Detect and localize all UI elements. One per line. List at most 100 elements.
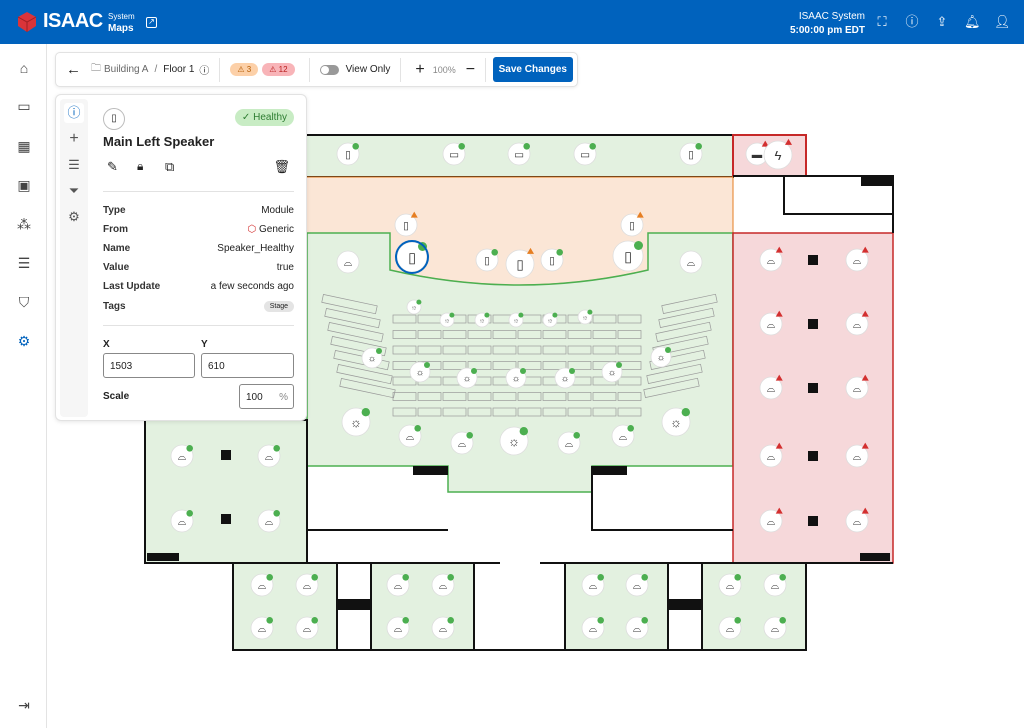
device-marker[interactable]: ⌓ (250, 573, 274, 597)
scale-input[interactable]: 100% (239, 384, 294, 409)
device-marker[interactable]: ⌓ (257, 509, 281, 533)
device-marker[interactable]: ⌓ (170, 444, 194, 468)
device-marker[interactable]: ☼ (361, 347, 383, 369)
device-marker[interactable]: ⌓ (295, 616, 319, 640)
device-marker[interactable]: ϟ (763, 138, 793, 170)
home-icon[interactable]: ⌂ (19, 60, 29, 76)
info-tab-icon[interactable]: ⓘ (64, 103, 84, 123)
device-marker[interactable]: ⌓ (611, 424, 635, 448)
device-marker[interactable]: ▭ (442, 142, 466, 166)
device-marker[interactable]: ⌓ (257, 444, 281, 468)
device-marker[interactable]: ⌓ (250, 616, 274, 640)
device-marker[interactable]: ☼ (601, 361, 623, 383)
device-marker[interactable]: ⌓ (759, 374, 783, 400)
delete-icon[interactable]: 🗑︎ (273, 159, 290, 174)
device-marker[interactable]: ☼ (577, 309, 593, 325)
device-marker[interactable]: ⌓ (845, 507, 869, 533)
device-marker[interactable]: ⌓ (581, 616, 605, 640)
device-marker[interactable]: ⌓ (759, 246, 783, 272)
device-marker[interactable]: ⌓ (763, 573, 787, 597)
view-only-toggle[interactable] (319, 64, 339, 75)
alarm-badge[interactable]: ⚠ 12 (262, 63, 295, 76)
tag-chip[interactable]: Stage (263, 301, 294, 312)
calendar-icon[interactable]: ▦ (17, 138, 31, 154)
device-marker[interactable]: ▯ (612, 240, 644, 272)
device-marker[interactable]: ☼ (474, 312, 490, 328)
device-marker[interactable]: ⌓ (581, 573, 605, 597)
device-marker[interactable]: ☼ (542, 312, 558, 328)
device-marker[interactable]: ⌓ (336, 250, 360, 274)
device-marker[interactable]: ▯ (394, 211, 418, 237)
collapse-icon[interactable]: ⇥ (18, 697, 30, 713)
open-external-icon[interactable]: ↗ (146, 17, 157, 28)
device-marker[interactable]: ⌓ (170, 509, 194, 533)
zoom-in-button[interactable]: + (415, 60, 425, 78)
device-marker[interactable]: ⌓ (759, 507, 783, 533)
device-marker[interactable]: ☼ (406, 299, 422, 315)
device-marker[interactable]: ⌓ (557, 431, 581, 455)
device-marker[interactable]: ▯ (679, 142, 703, 166)
device-marker[interactable]: ⌓ (845, 442, 869, 468)
device-marker[interactable]: ▭ (507, 142, 531, 166)
save-changes-button[interactable]: Save Changes (492, 57, 573, 82)
lock-icon[interactable]: 🔒︎ (137, 159, 144, 173)
zoom-out-button[interactable]: − (465, 60, 476, 78)
device-marker[interactable]: ☼ (508, 312, 524, 328)
back-arrow-icon[interactable]: ← (66, 61, 81, 78)
device-marker[interactable]: ▯ (505, 247, 535, 279)
device-marker[interactable]: ⌓ (295, 573, 319, 597)
device-marker[interactable]: ⌓ (431, 616, 455, 640)
zone-bottom-left-b[interactable] (370, 562, 475, 651)
user-icon[interactable]: 👤︎ (994, 14, 1011, 29)
device-marker[interactable]: ☼ (505, 367, 527, 389)
device-marker[interactable]: ▭ (573, 142, 597, 166)
open-external-icon[interactable]: ⧉ (165, 159, 175, 174)
info-icon[interactable]: ⓘ (199, 66, 210, 77)
images-icon[interactable]: ▣ (17, 177, 31, 193)
warning-badge[interactable]: ⚠ 3 (230, 63, 259, 76)
settings-icon[interactable]: ⚙ (17, 333, 31, 349)
device-marker[interactable]: ⌓ (845, 310, 869, 336)
device-marker[interactable]: ⌓ (759, 310, 783, 336)
upload-icon[interactable]: ⇪ (936, 14, 948, 29)
logo[interactable]: ISAAC (16, 10, 103, 33)
device-marker[interactable]: ☼ (456, 367, 478, 389)
device-marker[interactable]: ☼ (650, 346, 672, 368)
device-marker[interactable]: ☼ (439, 312, 455, 328)
settings-tab-icon[interactable]: ⚙ (68, 209, 80, 224)
device-marker[interactable]: ⌓ (679, 250, 703, 274)
breadcrumb-building[interactable]: Building A (104, 64, 149, 75)
device-marker[interactable]: ⌓ (759, 442, 783, 468)
window-icon[interactable]: ▭ (17, 98, 31, 114)
add-tab-icon[interactable]: + (69, 130, 79, 147)
edit-icon[interactable]: ✎ (107, 159, 118, 174)
device-marker[interactable]: ☼ (409, 361, 431, 383)
device-marker[interactable]: ▯ (336, 142, 360, 166)
info-icon[interactable]: ⓘ (905, 14, 919, 29)
device-marker[interactable]: ⌓ (450, 431, 474, 455)
bell-icon[interactable]: 🔔︎ (964, 14, 981, 29)
device-marker[interactable]: ▯ (540, 248, 564, 272)
network-icon[interactable]: ⁂ (17, 216, 31, 232)
device-marker[interactable]: ⌓ (718, 616, 742, 640)
x-input[interactable]: 1503 (103, 353, 195, 378)
zone-bottom-right-a[interactable] (564, 562, 669, 651)
y-input[interactable]: 610 (201, 353, 294, 378)
device-marker[interactable]: ⌓ (625, 616, 649, 640)
device-marker[interactable]: ☼ (499, 426, 529, 456)
list-icon[interactable]: ☰ (17, 255, 31, 271)
device-marker[interactable]: ⌓ (845, 246, 869, 272)
shield-icon[interactable]: ⛉ (18, 294, 30, 310)
device-marker[interactable]: ⌓ (431, 573, 455, 597)
device-marker[interactable]: ⌓ (763, 616, 787, 640)
zone-left-green[interactable] (144, 419, 308, 564)
device-marker[interactable]: ☼ (341, 407, 371, 437)
device-marker[interactable]: ⌓ (845, 374, 869, 400)
device-marker[interactable]: ⌓ (718, 573, 742, 597)
zone-bottom-left-a[interactable] (232, 562, 338, 651)
device-marker[interactable]: ⌓ (398, 424, 422, 448)
zone-right-red[interactable] (732, 232, 894, 564)
fullscreen-icon[interactable]: ⛶ (877, 14, 887, 29)
device-marker[interactable]: ▯ (396, 241, 428, 273)
